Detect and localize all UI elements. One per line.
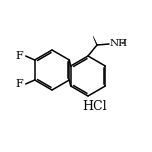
Text: NH: NH	[110, 40, 128, 48]
Text: HCl: HCl	[83, 100, 107, 114]
Text: 2: 2	[121, 38, 125, 46]
Text: F: F	[16, 79, 24, 89]
Text: F: F	[16, 51, 24, 61]
Polygon shape	[93, 36, 97, 45]
